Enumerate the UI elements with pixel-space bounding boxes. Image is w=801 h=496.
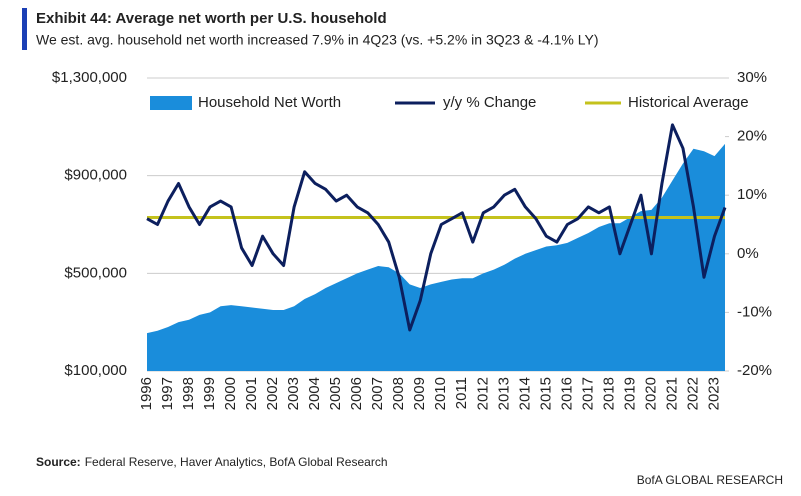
x-tick-label: 2007 (369, 377, 386, 410)
x-tick-label: 2016 (558, 377, 575, 410)
y-tick-label: $1,300,000 (52, 69, 127, 86)
x-tick-label: 2015 (537, 377, 554, 410)
x-tick-label: 2009 (411, 377, 428, 410)
x-tick-label: 1996 (138, 377, 155, 410)
y2-tick-label: -10% (737, 303, 772, 320)
source-label: Source: (36, 455, 81, 469)
x-tick-label: 2005 (327, 377, 344, 410)
y2-tick-label: 30% (737, 69, 767, 86)
x-tick-label: 2018 (600, 377, 617, 410)
x-tick-label: 2006 (348, 377, 365, 410)
x-tick-label: 2020 (642, 377, 659, 410)
x-tick-label: 2002 (264, 377, 281, 410)
footer: BofA GLOBAL RESEARCH (637, 473, 783, 487)
x-tick-label: 2013 (495, 377, 512, 410)
y2-tick-label: 0% (737, 245, 759, 262)
source-text: Federal Reserve, Haver Analytics, BofA G… (85, 455, 388, 469)
x-tick-label: 1998 (180, 377, 197, 410)
x-tick-label: 2019 (621, 377, 638, 410)
title-accent (22, 8, 27, 50)
chart-subtitle: We est. avg. household net worth increas… (36, 32, 599, 48)
x-tick-label: 1997 (159, 377, 176, 410)
x-tick-label: 2011 (453, 377, 470, 409)
source: Source: Federal Reserve, Haver Analytics,… (36, 455, 388, 469)
legend-label: Household Net Worth (198, 94, 341, 111)
x-tick-label: 2010 (432, 377, 449, 410)
x-tick-label: 2021 (663, 377, 680, 410)
y2-tick-label: 20% (737, 128, 767, 145)
chart-title: Exhibit 44: Average net worth per U.S. h… (36, 10, 387, 27)
y2-tick-label: 10% (737, 186, 767, 203)
x-tick-label: 2008 (390, 377, 407, 410)
line (146, 123, 727, 332)
x-tick-label: 2017 (579, 377, 596, 410)
x-tick-label: 2014 (516, 377, 533, 410)
y2-tick-label: -20% (737, 362, 772, 379)
y-tick-label: $100,000 (64, 362, 127, 379)
x-tick-label: 2012 (474, 377, 491, 410)
legend-swatch (150, 96, 192, 110)
y-tick-label: $900,000 (64, 167, 127, 184)
x-tick-label: 2023 (705, 377, 722, 410)
x-tick-label: 2003 (285, 377, 302, 410)
y-tick-label: $500,000 (64, 264, 127, 281)
x-tick-label: 2000 (222, 377, 239, 410)
area (147, 143, 725, 371)
legend-label: Historical Average (628, 94, 749, 111)
x-tick-label: 2004 (306, 377, 323, 410)
legend-label: y/y % Change (443, 94, 536, 111)
x-tick-label: 1999 (201, 377, 218, 410)
x-tick-label: 2001 (243, 377, 260, 410)
x-tick-label: 2022 (684, 377, 701, 410)
